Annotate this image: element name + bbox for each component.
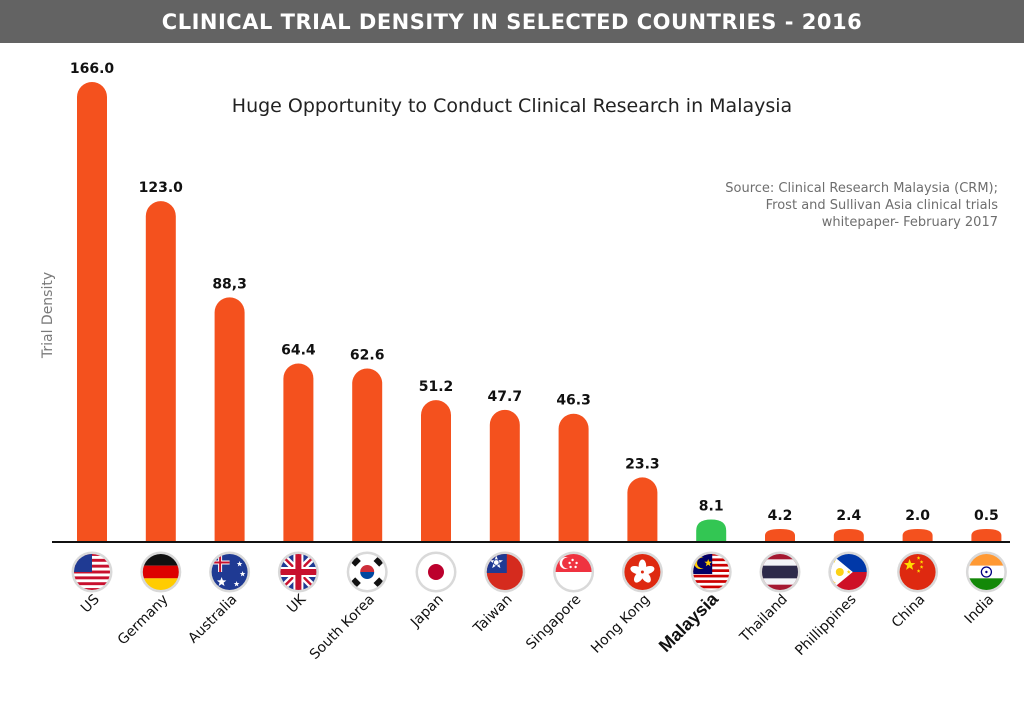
x-tick-label: Japan	[407, 592, 447, 632]
germany-flag-icon	[140, 551, 182, 593]
data-label: 123.0	[139, 180, 184, 196]
bar-uk	[283, 363, 314, 542]
bar-south-korea	[352, 368, 383, 542]
x-tick-label: Taiwan	[470, 592, 516, 638]
philippines-flag-icon	[828, 551, 870, 593]
x-tick-label: Australia	[185, 592, 240, 647]
taiwan-flag-icon	[484, 551, 526, 593]
x-tick-label: Phillippines	[792, 592, 859, 659]
x-tick-label: Thailand	[736, 592, 791, 647]
bar-phillippines	[833, 529, 864, 542]
bar-japan	[421, 400, 451, 542]
data-label: 64.4	[281, 343, 316, 359]
japan-flag-icon	[415, 551, 457, 593]
x-tick-label: Hong Kong	[588, 592, 653, 657]
data-label: 46.3	[556, 393, 591, 409]
data-label: 23.3	[625, 456, 660, 472]
data-label: 88,3	[212, 276, 247, 292]
data-label: 8.1	[699, 499, 724, 515]
bar-singapore	[558, 413, 589, 542]
south-korea-flag-icon	[346, 551, 388, 593]
data-label: 62.6	[350, 348, 385, 364]
x-tick-label: US	[78, 591, 103, 616]
chart-subtitle: Huge Opportunity to Conduct Clinical Res…	[231, 95, 793, 117]
bar-thailand	[765, 529, 795, 542]
x-tick-label: Germany	[115, 592, 172, 649]
x-tick-label: UK	[284, 591, 310, 617]
x-tick-label: South Korea	[307, 592, 378, 663]
data-label: 4.2	[768, 508, 793, 524]
data-label: 2.0	[905, 508, 930, 524]
data-label: 47.7	[488, 389, 523, 405]
source-note: Source: Clinical Research Malaysia (CRM)…	[638, 180, 998, 231]
data-label: 51.2	[419, 379, 454, 395]
china-flag-icon	[897, 551, 939, 593]
data-label: 2.4	[836, 508, 861, 524]
x-tick-label: Malaysia	[655, 588, 723, 656]
bar-india	[971, 529, 1002, 542]
bar-us	[77, 82, 107, 542]
us-flag-icon	[71, 551, 113, 593]
chart-title-banner: CLINICAL TRIAL DENSITY IN SELECTED COUNT…	[0, 0, 1024, 43]
x-tick-label: China	[889, 592, 929, 632]
data-label: 0.5	[974, 508, 999, 524]
australia-flag-icon	[209, 551, 251, 593]
uk-flag-icon	[277, 551, 319, 593]
bar-germany	[145, 201, 176, 542]
source-line: Source: Clinical Research Malaysia (CRM)…	[725, 181, 998, 196]
source-line: whitepaper- February 2017	[821, 215, 998, 230]
chart-title: CLINICAL TRIAL DENSITY IN SELECTED COUNT…	[161, 9, 863, 34]
hong-kong-flag-icon	[621, 551, 663, 593]
x-tick-label: India	[962, 592, 998, 628]
india-flag-icon	[965, 551, 1007, 593]
bar-malaysia	[696, 519, 727, 542]
data-label: 166.0	[70, 61, 115, 77]
bar-hong-kong	[627, 477, 658, 542]
source-line: Frost and Sullivan Asia clinical trials	[765, 198, 998, 213]
bar-australia	[214, 297, 245, 542]
malaysia-flag-icon	[690, 551, 732, 593]
bar-taiwan	[489, 409, 520, 542]
bar-china	[902, 529, 933, 542]
thailand-flag-icon	[759, 551, 801, 593]
x-tick-label: Singapore	[523, 592, 584, 653]
singapore-flag-icon	[553, 551, 595, 593]
